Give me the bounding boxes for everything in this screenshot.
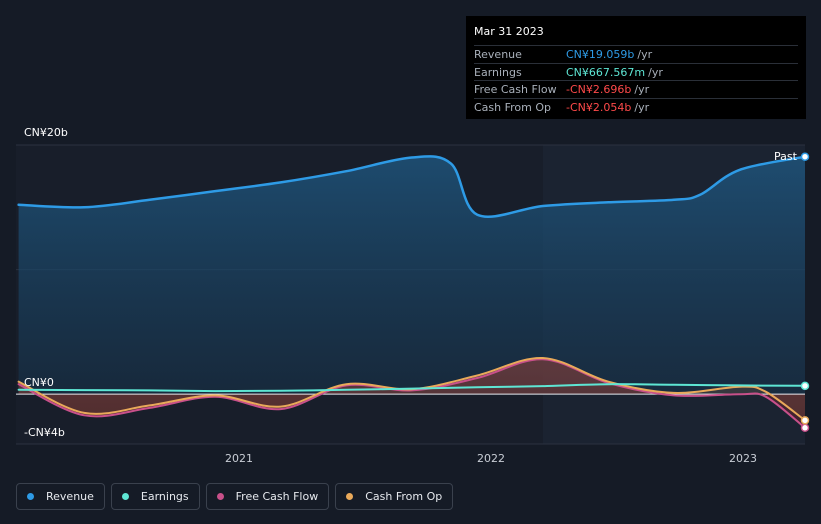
free-cash-flow-end-marker	[800, 423, 810, 433]
tooltip-row-revenue: Revenue CN¥19.059b /yr	[474, 46, 798, 64]
y-tick-label: CN¥20b	[24, 126, 68, 139]
tooltip-label: Earnings	[474, 65, 522, 79]
x-tick-label: 2022	[477, 452, 505, 465]
legend-label: Earnings	[140, 490, 189, 503]
legend-item-revenue[interactable]: Revenue	[16, 483, 105, 510]
tooltip-value: CN¥19.059b	[566, 48, 635, 61]
earnings-line	[17, 383, 806, 393]
revenue-area	[18, 156, 806, 395]
tooltip-unit: /yr	[648, 65, 663, 79]
tooltip-row-cash-from-op: Cash From Op -CN¥2.054b /yr	[474, 99, 798, 117]
legend-dot-icon	[27, 493, 34, 500]
y-tick-label: CN¥0	[24, 376, 54, 389]
tooltip-panel: Mar 31 2023 Revenue CN¥19.059b /yr Earni…	[466, 16, 806, 119]
cash-from-op-line	[17, 356, 806, 422]
tooltip-label: Cash From Op	[474, 100, 552, 114]
tooltip-label: Revenue	[474, 48, 522, 61]
tooltip-value: -CN¥2.696b	[566, 83, 632, 96]
legend-item-free-cash-flow[interactable]: Free Cash Flow	[205, 483, 330, 510]
tooltip-date: Mar 31 2023	[474, 24, 798, 46]
legend-label: Revenue	[46, 490, 94, 503]
x-tick-label: 2021	[225, 452, 253, 465]
legend-item-cash-from-op[interactable]: Cash From Op	[335, 483, 454, 510]
tooltip-row-earnings: Earnings CN¥667.567m /yr	[474, 64, 798, 81]
legend-label: Cash From Op	[365, 490, 443, 503]
legend-item-earnings[interactable]: Earnings	[110, 483, 200, 510]
cash-from-op-end-marker	[800, 416, 810, 425]
free-cash-flow-area	[18, 359, 806, 428]
tooltip-unit: /yr	[634, 83, 650, 96]
legend-dot-icon	[216, 493, 224, 500]
legend-label: Free Cash Flow	[235, 490, 319, 503]
legend-dot-icon	[121, 493, 129, 500]
past-label: Past	[774, 150, 797, 163]
tooltip-unit: /yr	[637, 48, 653, 61]
earnings-end-marker	[800, 381, 810, 391]
legend-dot-icon	[346, 493, 354, 500]
y-tick-label: -CN¥4b	[24, 426, 65, 439]
tooltip-row-free-cash-flow: Free Cash Flow -CN¥2.696b /yr	[474, 81, 798, 99]
tooltip-value: -CN¥2.054b	[566, 100, 632, 114]
legend: Revenue Earnings Free Cash Flow Cash Fro…	[16, 483, 454, 510]
revenue-line	[17, 155, 807, 219]
revenue-end-marker	[800, 152, 810, 161]
tooltip-unit: /yr	[634, 100, 650, 114]
tooltip-value: CN¥667.567m	[566, 65, 646, 79]
x-tick-label: 2023	[729, 452, 757, 465]
tooltip-label: Free Cash Flow	[474, 83, 557, 96]
